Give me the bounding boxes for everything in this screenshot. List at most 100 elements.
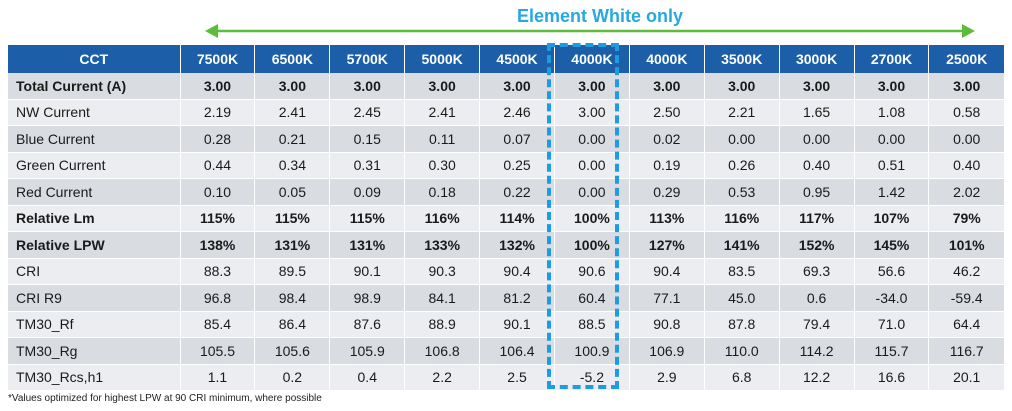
table-cell: 45.0 xyxy=(704,284,780,312)
table-cell: 0.2 xyxy=(254,364,331,391)
table-cell: 0.02 xyxy=(629,125,705,153)
double-arrow-icon xyxy=(205,24,975,38)
table-cell: 0.15 xyxy=(329,125,406,153)
table-row: CRI 88.3 89.5 90.1 90.3 90.4 90.6 90.4 83.5 69.3 5… xyxy=(8,258,1004,285)
table-cell: 133% xyxy=(404,231,481,259)
table-cell: 0.58 xyxy=(928,98,1004,126)
table-cell: 46.2 xyxy=(928,258,1004,285)
table-row: Relative Lm 115% 115% 115% 116% 114% 100% 113% 1… xyxy=(8,204,1004,232)
row-label: NW Current xyxy=(8,98,181,126)
table-cell: 0.29 xyxy=(629,178,705,206)
table-cell: 0.00 xyxy=(704,125,780,153)
row-label: TM30_Rg xyxy=(8,337,181,365)
banner-title: Element White only xyxy=(516,6,684,26)
table-cell: 20.1 xyxy=(928,364,1004,391)
table-cell: 117% xyxy=(779,204,855,232)
table-row: NW Current 2.19 2.41 2.45 2.41 2.46 3.00 2.50 2.… xyxy=(8,98,1004,126)
table-cell: 2.5 xyxy=(479,364,555,391)
table-cell: 3.00 xyxy=(704,73,780,100)
table-cell: 0.19 xyxy=(629,152,705,179)
table-cell: 2.19 xyxy=(180,98,256,126)
table-cell: 0.00 xyxy=(854,125,930,153)
table-cell: 0.40 xyxy=(779,152,855,179)
table-cell: 90.4 xyxy=(479,258,555,285)
table-cell: 116% xyxy=(704,204,780,232)
table-cell: 127% xyxy=(629,231,705,259)
table-cell: 131% xyxy=(329,231,406,259)
header-label: CCT xyxy=(8,45,181,73)
table-cell: 71.0 xyxy=(854,311,930,338)
table-cell: 145% xyxy=(854,231,930,259)
table-cell: -5.2 xyxy=(554,364,630,391)
table-cell: 90.1 xyxy=(479,311,555,338)
table-cell: 114% xyxy=(479,204,555,232)
table-cell: 107% xyxy=(854,204,930,232)
table-cell: 2.2 xyxy=(404,364,481,391)
table-cell: 6.8 xyxy=(704,364,780,391)
table-cell: 3.00 xyxy=(329,73,406,100)
table-cell: 16.6 xyxy=(854,364,930,391)
header-cct-4: 4500K xyxy=(479,45,555,73)
row-label: CRI xyxy=(8,258,181,285)
table-row: CRI R9 96.8 98.4 98.9 84.1 81.2 60.4 77.1 45.0 0.… xyxy=(8,284,1004,312)
table-cell: 3.00 xyxy=(554,73,630,100)
table-cell: 138% xyxy=(180,231,256,259)
table-cell: 79% xyxy=(928,204,1004,232)
table-cell: 0.28 xyxy=(180,125,256,153)
table-row: TM30_Rcs,h1 1.1 0.2 0.4 2.2 2.5 -5.2 2.9 6.8 12.2… xyxy=(8,364,1004,391)
table-cell: 0.09 xyxy=(329,178,406,206)
table-cell: 84.1 xyxy=(404,284,481,312)
table-cell: 2.9 xyxy=(629,364,705,391)
table-cell: 0.53 xyxy=(704,178,780,206)
table-row: TM30_Rf 85.4 86.4 87.6 88.9 90.1 88.5 90.8 87.8 7… xyxy=(8,311,1004,338)
table-cell: 115% xyxy=(254,204,331,232)
row-label: Green Current xyxy=(8,152,181,179)
table-cell: 0.6 xyxy=(779,284,855,312)
table-cell: -59.4 xyxy=(928,284,1004,312)
table-row: Total Current (A) 3.00 3.00 3.00 3.00 3.00 3.0… xyxy=(8,73,1004,100)
table-cell: 1.1 xyxy=(180,364,256,391)
row-label: Total Current (A) xyxy=(8,73,181,100)
header-cct-3: 5000K xyxy=(404,45,481,73)
row-label: Blue Current xyxy=(8,125,181,153)
table-cell: 88.9 xyxy=(404,311,481,338)
table-row: Relative LPW 138% 131% 131% 133% 132% 100% 127%… xyxy=(8,231,1004,259)
header-cct-6: 4000K xyxy=(629,45,705,73)
table-cell: 90.3 xyxy=(404,258,481,285)
table-cell: 0.26 xyxy=(704,152,780,179)
table-cell: 90.6 xyxy=(554,258,630,285)
table-cell: 2.21 xyxy=(704,98,780,126)
table-cell: 106.4 xyxy=(479,337,555,365)
table-cell: 110.0 xyxy=(704,337,780,365)
table-cell: 115% xyxy=(329,204,406,232)
table-cell: 81.2 xyxy=(479,284,555,312)
table-cell: 64.4 xyxy=(928,311,1004,338)
row-label: Relative LPW xyxy=(8,231,181,259)
header-cct-7: 3500K xyxy=(704,45,780,73)
table-cell: 3.00 xyxy=(479,73,555,100)
table-cell: 0.05 xyxy=(254,178,331,206)
table-cell: 2.41 xyxy=(254,98,331,126)
header-cct-5: 4000K xyxy=(554,45,630,73)
table-cell: 98.4 xyxy=(254,284,331,312)
table-cell: 1.42 xyxy=(854,178,930,206)
row-label: Red Current xyxy=(8,178,181,206)
table-cell: 141% xyxy=(704,231,780,259)
table-cell: 0.18 xyxy=(404,178,481,206)
table-cell: 2.50 xyxy=(629,98,705,126)
header-cct-2: 5700K xyxy=(329,45,406,73)
table-cell: 3.00 xyxy=(854,73,930,100)
table-cell: 2.02 xyxy=(928,178,1004,206)
table-cell: 90.1 xyxy=(329,258,406,285)
table-cell: 3.00 xyxy=(404,73,481,100)
row-label: TM30_Rcs,h1 xyxy=(8,364,181,391)
table-cell: 2.45 xyxy=(329,98,406,126)
table-cell: 3.00 xyxy=(254,73,331,100)
table-cell: 3.00 xyxy=(928,73,1004,100)
table-cell: 105.9 xyxy=(329,337,406,365)
cct-table-container: CCT 7500K 6500K 5700K 5000K 4500K 4000K 4000K 3… xyxy=(8,45,1004,391)
table-cell: 2.41 xyxy=(404,98,481,126)
table-cell: 90.4 xyxy=(629,258,705,285)
table-cell: 2.46 xyxy=(479,98,555,126)
table-body: Total Current (A) 3.00 3.00 3.00 3.00 3.00 3.0… xyxy=(8,73,1004,391)
